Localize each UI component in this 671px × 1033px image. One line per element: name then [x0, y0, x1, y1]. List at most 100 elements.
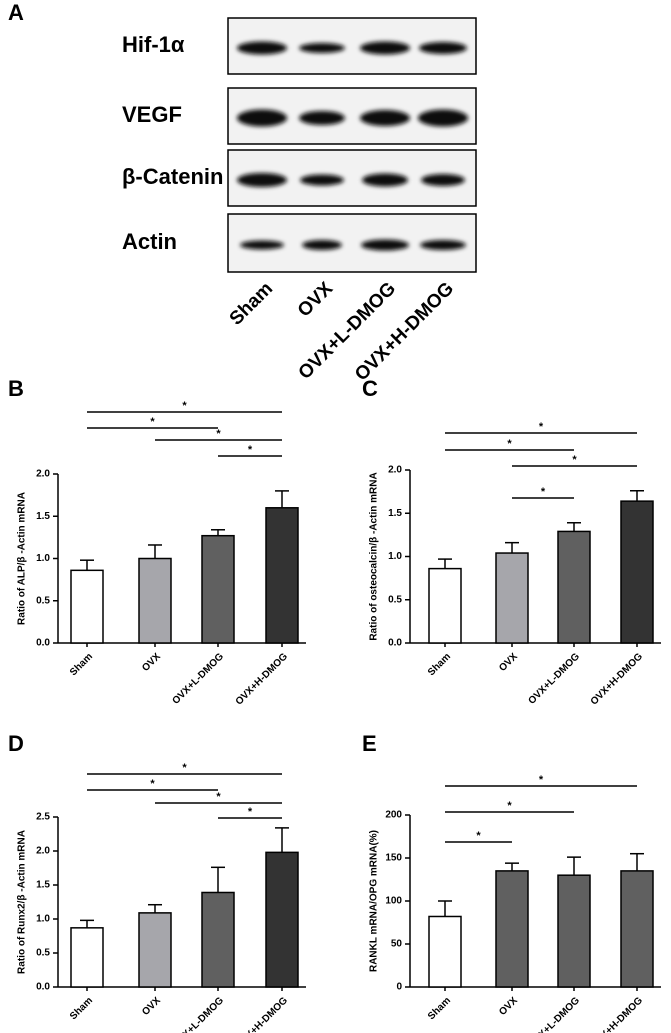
bar: [620, 870, 654, 988]
bar: [138, 557, 172, 644]
x-tick-label: OVX: [497, 995, 520, 1018]
significance-mark: *: [541, 486, 546, 498]
bar: [620, 500, 654, 644]
x-tick-label: OVX+H-DMOG: [234, 651, 290, 707]
significance-mark: *: [150, 778, 155, 790]
bar: [428, 567, 462, 644]
y-tick-label: 150: [385, 853, 402, 864]
x-tick-label: OVX: [497, 651, 520, 674]
bar: [201, 534, 235, 644]
y-axis-label: Ratio of ALP/β -Actin mRNA: [17, 492, 28, 625]
bar: [70, 569, 104, 644]
blot-band: [421, 174, 465, 186]
significance-mark: *: [539, 774, 544, 786]
row-label: Actin: [122, 229, 177, 254]
row-label: VEGF: [122, 102, 182, 127]
blot-band: [240, 240, 284, 250]
x-tick-label: OVX+L-DMOG: [526, 995, 582, 1033]
y-tick-label: 0.5: [36, 948, 50, 959]
y-tick-label: 0.5: [36, 595, 50, 606]
significance-mark: *: [216, 428, 221, 440]
bar: [70, 927, 104, 988]
y-tick-label: 1.0: [36, 914, 50, 925]
y-tick-label: 0.0: [388, 638, 402, 649]
blot-band: [299, 111, 345, 125]
significance-mark: *: [248, 806, 253, 818]
significance-mark: *: [539, 421, 544, 433]
x-tick-label: OVX+H-DMOG: [589, 651, 645, 707]
y-tick-label: 1.0: [36, 553, 50, 564]
y-tick-label: 0.0: [36, 982, 50, 993]
x-tick-label: Sham: [68, 995, 95, 1022]
x-tick-label: OVX: [140, 651, 163, 674]
x-tick-label: OVX+L-DMOG: [526, 651, 582, 707]
panel-label: C: [362, 376, 378, 401]
lane-label: Sham: [226, 278, 277, 329]
y-tick-label: 0.0: [36, 638, 50, 649]
blot-band: [420, 240, 466, 250]
blot-band: [237, 109, 287, 127]
bar: [495, 552, 529, 644]
significance-mark: *: [507, 438, 512, 450]
bar: [138, 912, 172, 988]
y-tick-label: 0: [396, 982, 402, 993]
bar: [265, 851, 299, 988]
y-tick-label: 100: [385, 896, 402, 907]
blot-band: [419, 42, 467, 54]
significance-mark: *: [216, 791, 221, 803]
blot-band: [300, 174, 344, 186]
significance-mark: *: [572, 454, 577, 466]
blot-band: [360, 41, 410, 55]
significance-mark: *: [507, 800, 512, 812]
significance-mark: *: [182, 762, 187, 774]
bar: [428, 915, 462, 988]
x-tick-label: Sham: [426, 995, 453, 1022]
panel-label: A: [8, 0, 24, 25]
significance-mark: *: [248, 444, 253, 456]
y-tick-label: 50: [391, 939, 403, 950]
panel-label: D: [8, 731, 24, 756]
y-axis-label: Ratio of osteocalcin/β -Actin mRNA: [369, 472, 380, 640]
blot-band: [418, 109, 468, 127]
panel-label: B: [8, 376, 24, 401]
x-tick-label: Sham: [68, 651, 95, 678]
y-tick-label: 1.5: [36, 880, 50, 891]
blot-band: [362, 173, 408, 187]
blot-band: [361, 239, 409, 251]
y-axis-label: RANKL mRNA/OPG mRNA(%): [369, 830, 380, 972]
panel-label: E: [362, 731, 377, 756]
lane-label: OVX+H-DMOG: [351, 278, 458, 385]
lane-label: OVX: [294, 278, 337, 321]
blot-band: [302, 240, 342, 250]
significance-mark: *: [182, 400, 187, 412]
blot-band: [237, 41, 287, 55]
row-label: β-Catenin: [122, 164, 223, 189]
blot-band: [237, 173, 287, 187]
significance-mark: *: [150, 416, 155, 428]
significance-mark: *: [476, 830, 481, 842]
x-tick-label: OVX+H-DMOG: [234, 995, 290, 1033]
x-tick-label: OVX+L-DMOG: [170, 995, 226, 1033]
y-axis-label: Ratio of Runx2/β -Actin mRNA: [17, 830, 28, 974]
y-tick-label: 1.5: [388, 508, 402, 519]
x-tick-label: OVX: [140, 995, 163, 1018]
bar: [495, 870, 529, 988]
y-tick-label: 1.0: [388, 551, 402, 562]
row-label: Hif-1α: [122, 32, 185, 57]
y-tick-label: 1.5: [36, 511, 50, 522]
blot-band: [360, 110, 410, 126]
y-tick-label: 2.0: [36, 469, 50, 480]
blot-band: [299, 43, 345, 53]
y-tick-label: 2.0: [388, 465, 402, 476]
y-tick-label: 200: [385, 810, 402, 821]
x-tick-label: OVX+H-DMOG: [589, 995, 645, 1033]
bar: [557, 874, 591, 988]
bar: [265, 507, 299, 644]
y-tick-label: 2.5: [36, 812, 50, 823]
x-tick-label: OVX+L-DMOG: [170, 651, 226, 707]
bar: [201, 891, 235, 988]
x-tick-label: Sham: [426, 651, 453, 678]
y-tick-label: 0.5: [388, 594, 402, 605]
y-tick-label: 2.0: [36, 846, 50, 857]
